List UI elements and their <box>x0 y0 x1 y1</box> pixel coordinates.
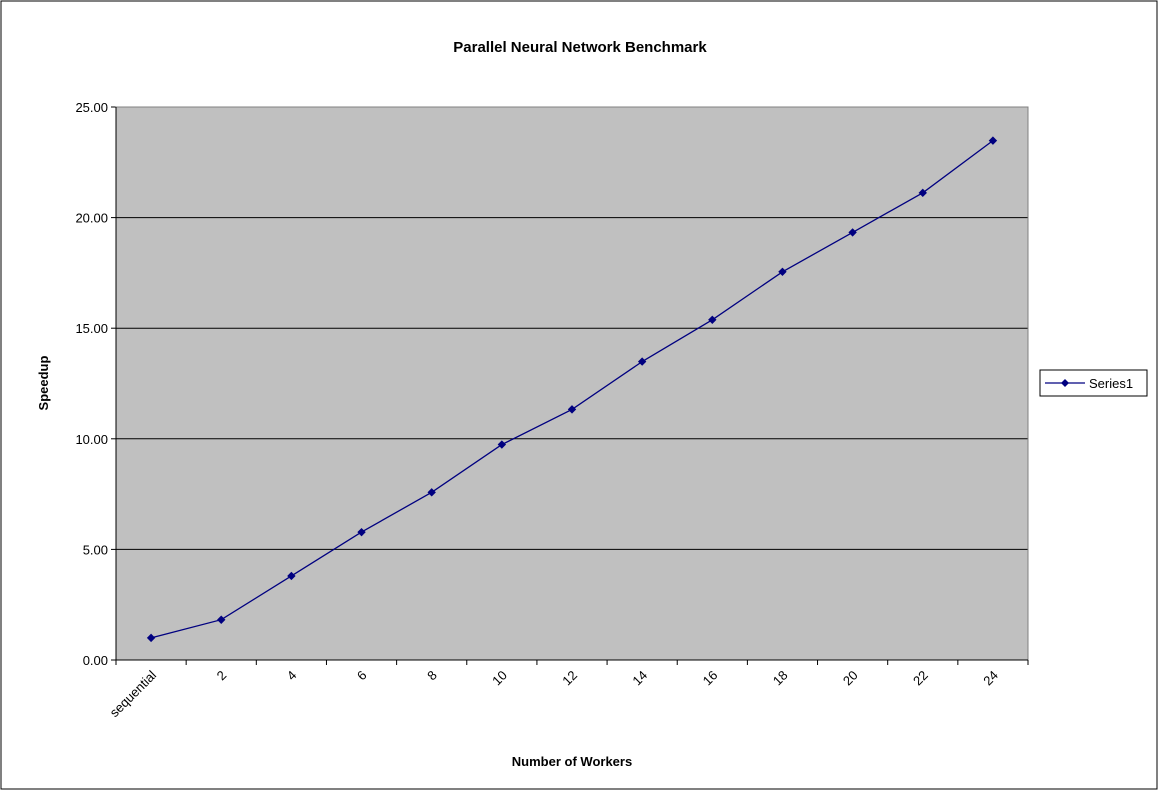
data-point <box>427 488 436 497</box>
data-point <box>287 571 296 581</box>
y-tick-label: 20.00 <box>75 211 108 226</box>
data-point <box>497 440 507 449</box>
data-point <box>708 315 717 324</box>
data-point <box>637 357 647 366</box>
data-point <box>778 267 787 276</box>
data-point <box>918 188 927 198</box>
y-tick-label: 0.00 <box>83 653 108 668</box>
data-point <box>848 228 857 237</box>
legend-label: Series1 <box>1089 376 1133 391</box>
data-point <box>217 615 226 624</box>
y-tick-label: 10.00 <box>75 432 108 447</box>
data-point <box>988 136 998 145</box>
chart-title: Parallel Neural Network Benchmark <box>453 39 707 56</box>
data-point <box>146 633 156 643</box>
y-tick-label: 25.00 <box>75 100 108 115</box>
series-layer <box>146 136 998 643</box>
data-point <box>567 405 577 414</box>
y-tick-label: 15.00 <box>75 321 108 336</box>
plot-area <box>116 107 1028 660</box>
data-point <box>357 527 366 537</box>
y-tick-label: 5.00 <box>83 542 108 557</box>
y-axis-title: Speedup <box>36 355 51 410</box>
legend: Series1 <box>1039 369 1148 397</box>
x-axis-title: Number of Workers <box>512 754 632 769</box>
legend-marker-swatch <box>1061 379 1069 387</box>
